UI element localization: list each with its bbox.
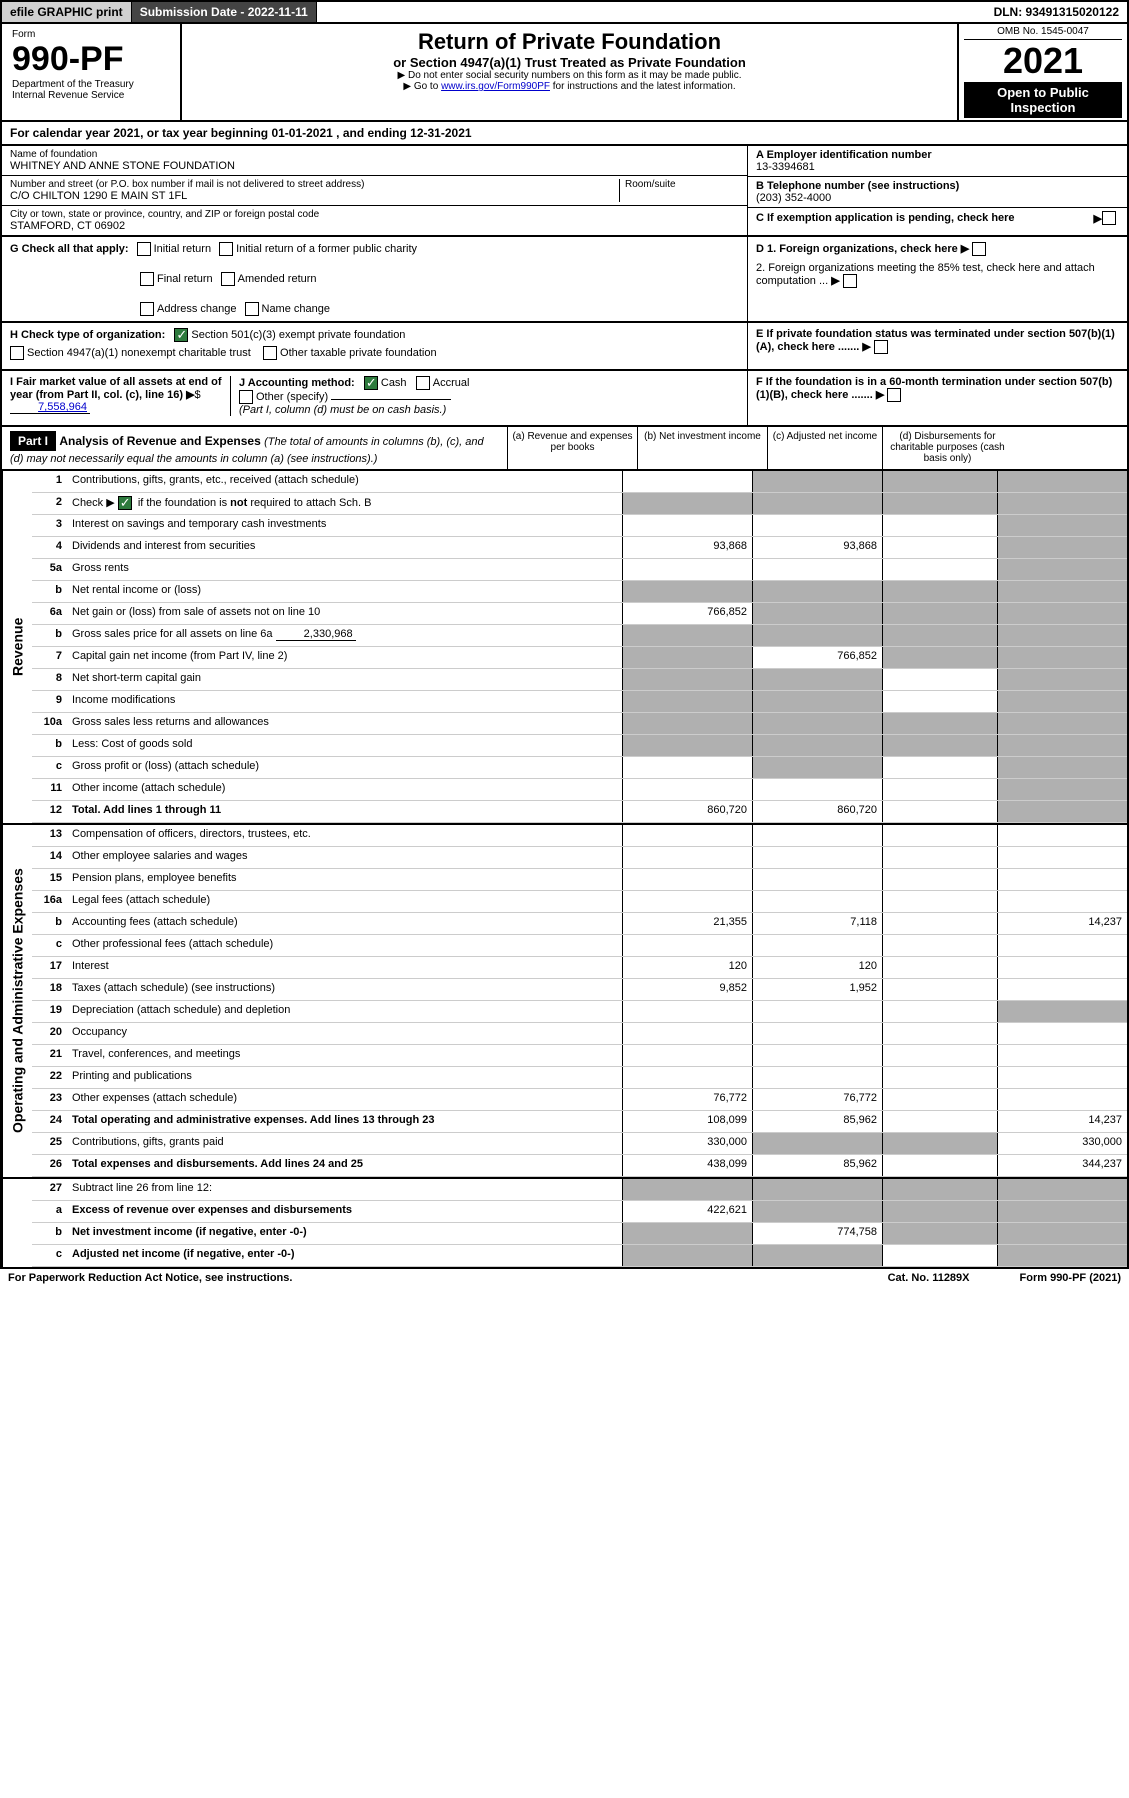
calendar-year-row: For calendar year 2021, or tax year begi… [0,122,1129,146]
j-accrual-checkbox[interactable] [416,376,430,390]
h-4947-checkbox[interactable] [10,346,24,360]
ein-cell: A Employer identification number 13-3394… [748,146,1127,177]
line27-table: 27Subtract line 26 from line 12: aExcess… [0,1179,1129,1269]
g-label: G Check all that apply: [10,243,129,255]
col-a-header: (a) Revenue and expenses per books [507,427,637,469]
dept-label: Department of the Treasury [12,79,170,90]
note-link: ▶ Go to www.irs.gov/Form990PF for instru… [192,81,947,92]
form-subtitle: or Section 4947(a)(1) Trust Treated as P… [192,55,947,70]
form-header: Form 990-PF Department of the Treasury I… [0,24,1129,122]
exemption-cell: C If exemption application is pending, c… [748,208,1127,228]
g-address-checkbox[interactable] [140,302,154,316]
f-checkbox[interactable] [887,388,901,402]
h-501c3-checkbox[interactable] [174,328,188,342]
arrow-icon: ▶ [1094,212,1102,225]
form-ref: Form 990-PF (2021) [1020,1272,1121,1284]
expenses-table: Operating and Administrative Expenses 13… [0,825,1129,1179]
g-initial-former-checkbox[interactable] [219,242,233,256]
section-g-d: G Check all that apply: Initial return I… [0,237,1129,323]
cat-number: Cat. No. 11289X [888,1272,970,1284]
e-checkbox[interactable] [874,340,888,354]
top-bar: efile GRAPHIC print Submission Date - 20… [0,0,1129,24]
form-title: Return of Private Foundation [192,29,947,55]
submission-date: Submission Date - 2022-11-11 [132,2,317,22]
phone-cell: B Telephone number (see instructions) (2… [748,177,1127,208]
g-name-checkbox[interactable] [245,302,259,316]
footer: For Paperwork Reduction Act Notice, see … [0,1269,1129,1287]
irs-link[interactable]: www.irs.gov/Form990PF [441,81,550,92]
h-other-checkbox[interactable] [263,346,277,360]
l2-checkbox[interactable] [118,496,132,510]
exemption-checkbox[interactable] [1102,211,1116,225]
irs-label: Internal Revenue Service [12,90,170,101]
paperwork-notice: For Paperwork Reduction Act Notice, see … [8,1272,292,1284]
col-b-header: (b) Net investment income [637,427,767,469]
info-grid: Name of foundation WHITNEY AND ANNE STON… [0,146,1129,237]
section-i-j-f: I Fair market value of all assets at end… [0,371,1129,427]
open-public: Open to Public Inspection [964,82,1122,118]
dln: DLN: 93491315020122 [986,2,1127,22]
j-other-checkbox[interactable] [239,390,253,404]
year-block: OMB No. 1545-0047 2021 Open to Public In… [957,24,1127,120]
g-initial-checkbox[interactable] [137,242,151,256]
d2-checkbox[interactable] [843,274,857,288]
address-cell: Number and street (or P.O. box number if… [2,176,747,206]
efile-print-button[interactable]: efile GRAPHIC print [2,2,132,22]
g-amended-checkbox[interactable] [221,272,235,286]
col-d-header: (d) Disbursements for charitable purpose… [882,427,1012,469]
col-c-header: (c) Adjusted net income [767,427,882,469]
form-number: 990-PF [12,40,170,79]
tax-year: 2021 [964,40,1122,82]
form-id-block: Form 990-PF Department of the Treasury I… [2,24,182,120]
revenue-label: Revenue [2,471,32,823]
revenue-table: Revenue 1Contributions, gifts, grants, e… [0,471,1129,825]
part1-badge: Part I [10,431,56,451]
j-cash-checkbox[interactable] [364,376,378,390]
fmv-link[interactable]: 7,558,964 [10,401,90,414]
city-cell: City or town, state or province, country… [2,206,747,235]
omb-number: OMB No. 1545-0047 [964,26,1122,40]
d1-checkbox[interactable] [972,242,986,256]
expenses-label: Operating and Administrative Expenses [2,825,32,1177]
note-ssn: ▶ Do not enter social security numbers o… [192,70,947,81]
title-block: Return of Private Foundation or Section … [182,24,957,120]
g-final-checkbox[interactable] [140,272,154,286]
section-h-e: H Check type of organization: Section 50… [0,323,1129,371]
part1-header-row: Part I Analysis of Revenue and Expenses … [0,427,1129,471]
form-label: Form [12,29,170,40]
foundation-name-cell: Name of foundation WHITNEY AND ANNE STON… [2,146,747,176]
